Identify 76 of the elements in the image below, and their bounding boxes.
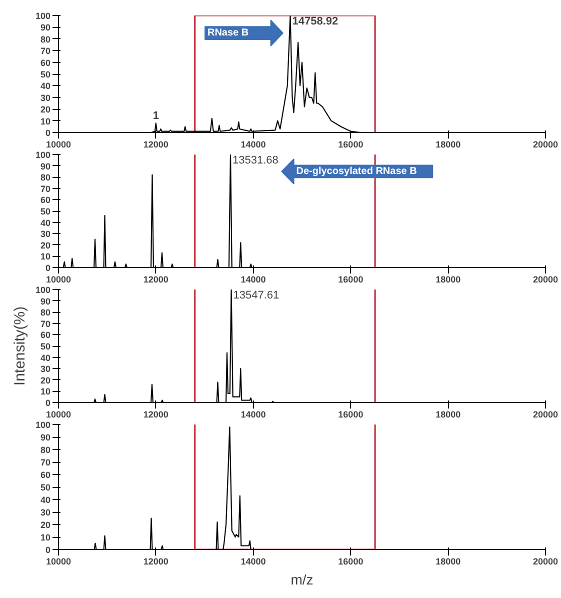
x-tick-label: 14000 xyxy=(240,556,266,566)
x-tick-label: 16000 xyxy=(338,410,364,420)
y-tick-label: 80 xyxy=(40,445,51,455)
y-tick-label: 40 xyxy=(40,81,51,92)
y-tick-label: 60 xyxy=(40,330,51,340)
x-tick-label: 14000 xyxy=(240,410,266,420)
y-tick-label: 0 xyxy=(45,545,51,555)
y-tick-label: 20 xyxy=(40,520,51,530)
x-tick-label: 10000 xyxy=(46,274,72,284)
y-tick-label: 0 xyxy=(45,263,51,273)
y-tick-label: 50 xyxy=(40,206,51,216)
y-tick-label: 10 xyxy=(40,252,51,262)
y-tick-label: 70 xyxy=(40,318,51,329)
y-tick-label: 100 xyxy=(35,11,51,21)
y-tick-label: 80 xyxy=(40,172,51,183)
x-tick-label: 16000 xyxy=(338,556,364,566)
y-tick-label: 40 xyxy=(40,352,51,363)
x-tick-label: 12000 xyxy=(143,140,168,150)
x-tick-label: 12000 xyxy=(143,556,168,566)
y-tick-label: 90 xyxy=(40,432,51,442)
x-tick-label: 20000 xyxy=(532,274,558,284)
y-tick-label: 10 xyxy=(40,116,51,126)
x-tick-label: 12000 xyxy=(143,410,168,420)
x-tick-label: 10000 xyxy=(46,556,72,566)
annotation: 13547.61 xyxy=(233,290,280,302)
y-tick-label: 70 xyxy=(40,46,51,56)
y-tick-label: 50 xyxy=(40,342,51,352)
y-tick-label: 40 xyxy=(40,495,51,505)
x-tick-label: 20000 xyxy=(532,410,558,420)
x-tick-label: 10000 xyxy=(46,410,72,420)
y-tick-label: 90 xyxy=(40,296,51,306)
x-tick-label: 20000 xyxy=(532,140,558,150)
annotation: 13531.68 xyxy=(232,154,278,166)
annotation: RNase B xyxy=(207,28,249,39)
x-tick-label: 16000 xyxy=(338,274,364,284)
y-tick-label: 70 xyxy=(40,184,51,194)
y-tick-label: 80 xyxy=(40,34,51,44)
y-tick-label: 10 xyxy=(40,532,51,542)
y-tick-label: 70 xyxy=(40,458,51,468)
x-axis-title: m/z xyxy=(290,572,314,588)
annotation: De-glycosylated RNase B xyxy=(296,166,417,177)
y-tick-label: 100 xyxy=(35,150,51,160)
x-tick-label: 20000 xyxy=(532,556,558,566)
x-tick-label: 18000 xyxy=(436,410,461,420)
y-tick-label: 20 xyxy=(40,375,51,386)
y-axis-title: Intensity(%) xyxy=(11,306,28,386)
y-tick-label: 50 xyxy=(40,70,51,80)
y-tick-label: 0 xyxy=(45,398,51,408)
y-tick-label: 10 xyxy=(40,386,51,397)
y-tick-label: 100 xyxy=(35,285,51,295)
y-tick-label: 60 xyxy=(40,58,51,68)
y-tick-label: 20 xyxy=(40,240,51,250)
y-tick-label: 50 xyxy=(40,482,51,492)
x-tick-label: 12000 xyxy=(143,274,168,284)
y-tick-label: 0 xyxy=(45,128,51,138)
y-tick-label: 30 xyxy=(40,364,51,374)
annotation: 1 xyxy=(152,110,159,122)
y-tick-label: 90 xyxy=(40,22,51,33)
y-tick-label: 60 xyxy=(40,470,51,480)
y-tick-label: 90 xyxy=(40,161,51,172)
annotation: 14758.92 xyxy=(292,16,338,28)
y-tick-label: 30 xyxy=(40,229,51,240)
x-tick-label: 18000 xyxy=(436,140,461,150)
y-tick-label: 20 xyxy=(40,104,51,115)
y-tick-label: 60 xyxy=(40,195,51,206)
x-tick-label: 18000 xyxy=(436,556,461,566)
x-tick-label: 16000 xyxy=(338,140,364,150)
x-tick-label: 14000 xyxy=(240,140,266,150)
y-tick-label: 100 xyxy=(35,420,51,430)
y-tick-label: 40 xyxy=(40,218,51,228)
x-tick-label: 10000 xyxy=(46,140,72,150)
y-tick-label: 30 xyxy=(40,508,51,518)
x-tick-label: 18000 xyxy=(436,274,461,284)
y-tick-label: 80 xyxy=(40,308,51,318)
x-tick-label: 14000 xyxy=(240,274,266,284)
y-tick-label: 30 xyxy=(40,92,51,103)
